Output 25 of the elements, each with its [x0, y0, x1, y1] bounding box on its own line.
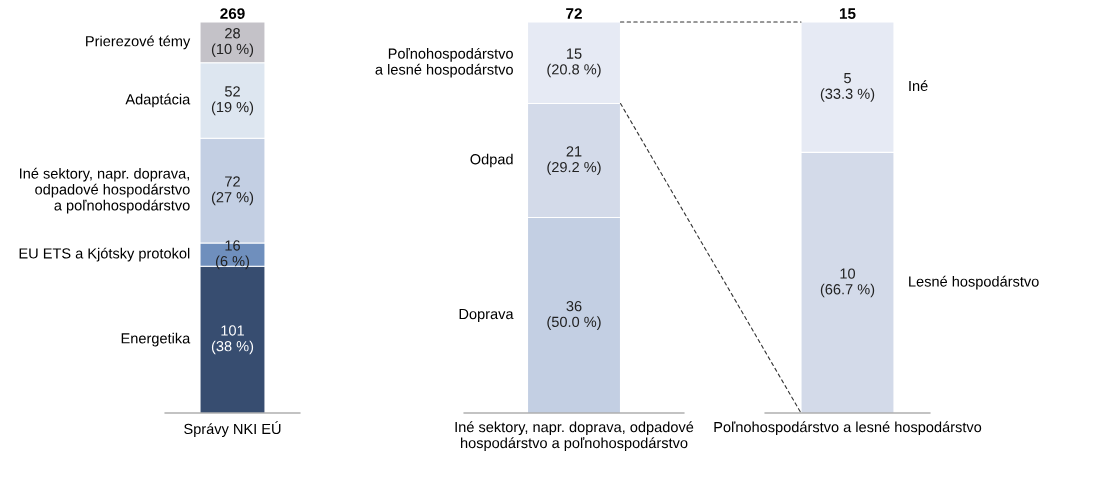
data-label: 15 (20.8 %) [547, 48, 601, 78]
series-label: Iné [909, 80, 928, 92]
x-tick-label: Poľnohospodárstvo a lesné hospodárstvo [714, 421, 982, 436]
total-label: 15 [839, 8, 856, 19]
series-label: Odpad [470, 153, 513, 168]
data-label: 72 (27 %) [211, 176, 254, 206]
series-label: Prierezové témy [86, 35, 191, 50]
data-label: 28 (10 %) [211, 28, 254, 57]
data-label: 5 (33.3 %) [820, 73, 875, 102]
series-label: Energetika [121, 332, 191, 347]
series-label: Doprava [459, 308, 514, 323]
total-label: 269 [220, 8, 245, 19]
series-label: Lesné hospodárstvo [909, 275, 1039, 290]
total-label: 72 [566, 8, 582, 19]
data-label: 10 (66.7 %) [820, 268, 875, 298]
series-label: Iné sektory, napr. doprava, odpadové hospodárstvo a poľnohospodárstvo [20, 167, 190, 214]
series-label: EU ETS a Kjótsky protokol [19, 247, 190, 262]
data-label: 101 (38 %) [211, 325, 254, 355]
x-tick-label: Správy NKI EÚ [184, 421, 281, 438]
series-label: Adaptácia [125, 93, 191, 108]
data-label: 36 (50.0 %) [547, 300, 601, 330]
data-label: 52 (19 %) [211, 86, 254, 116]
x-tick-label: Iné sektory, napr. doprava, odpadové hospodárstvo a poľnohospodárstvo [455, 421, 694, 452]
data-label: 21 (29.2 %) [547, 146, 601, 176]
series-label: Poľnohospodárstvo a lesné hospodárstvo [375, 47, 513, 78]
